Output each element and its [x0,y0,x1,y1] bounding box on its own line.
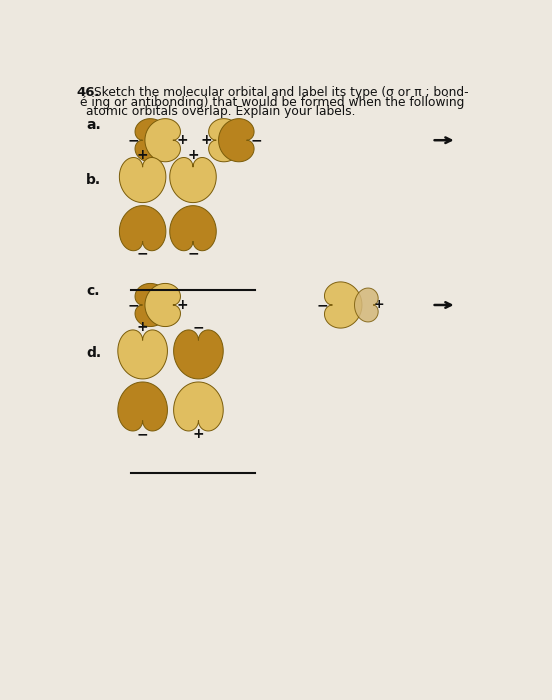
Text: −: − [193,320,204,334]
Polygon shape [118,330,167,379]
Text: 46.: 46. [77,86,100,99]
Text: −: − [127,133,139,147]
Text: +: + [137,320,148,334]
Text: +: + [373,298,384,312]
Polygon shape [135,119,171,162]
Polygon shape [145,284,181,326]
Text: Sketch the molecular orbital and label its type (σ or π ; bond-: Sketch the molecular orbital and label i… [94,86,469,99]
Text: +: + [137,148,148,162]
Polygon shape [325,282,362,328]
Polygon shape [174,330,223,379]
Polygon shape [219,119,254,162]
Polygon shape [118,382,167,431]
Polygon shape [209,119,244,162]
Text: +: + [177,133,188,147]
Text: d.: d. [86,346,101,360]
Text: é ing or antibonding) that would be formed when the following: é ing or antibonding) that would be form… [80,95,464,108]
Text: −: − [127,298,139,312]
Polygon shape [119,206,166,251]
Text: −: − [137,427,148,441]
Polygon shape [170,206,216,251]
Polygon shape [135,284,171,326]
Text: +: + [201,133,213,147]
Text: +: + [193,427,204,441]
Polygon shape [119,158,166,202]
Text: c.: c. [86,284,99,298]
Text: a.: a. [86,118,101,132]
Text: −: − [316,298,328,312]
Text: +: + [177,298,188,312]
Polygon shape [170,158,216,202]
Polygon shape [145,119,181,162]
Polygon shape [174,382,223,431]
Text: b.: b. [86,173,101,187]
Text: atomic orbitals overlap. Explain your labels.: atomic orbitals overlap. Explain your la… [86,105,355,118]
Text: −: − [187,246,199,260]
Text: −: − [251,133,262,147]
Text: +: + [187,148,199,162]
Polygon shape [354,288,378,322]
Text: −: − [137,246,148,260]
